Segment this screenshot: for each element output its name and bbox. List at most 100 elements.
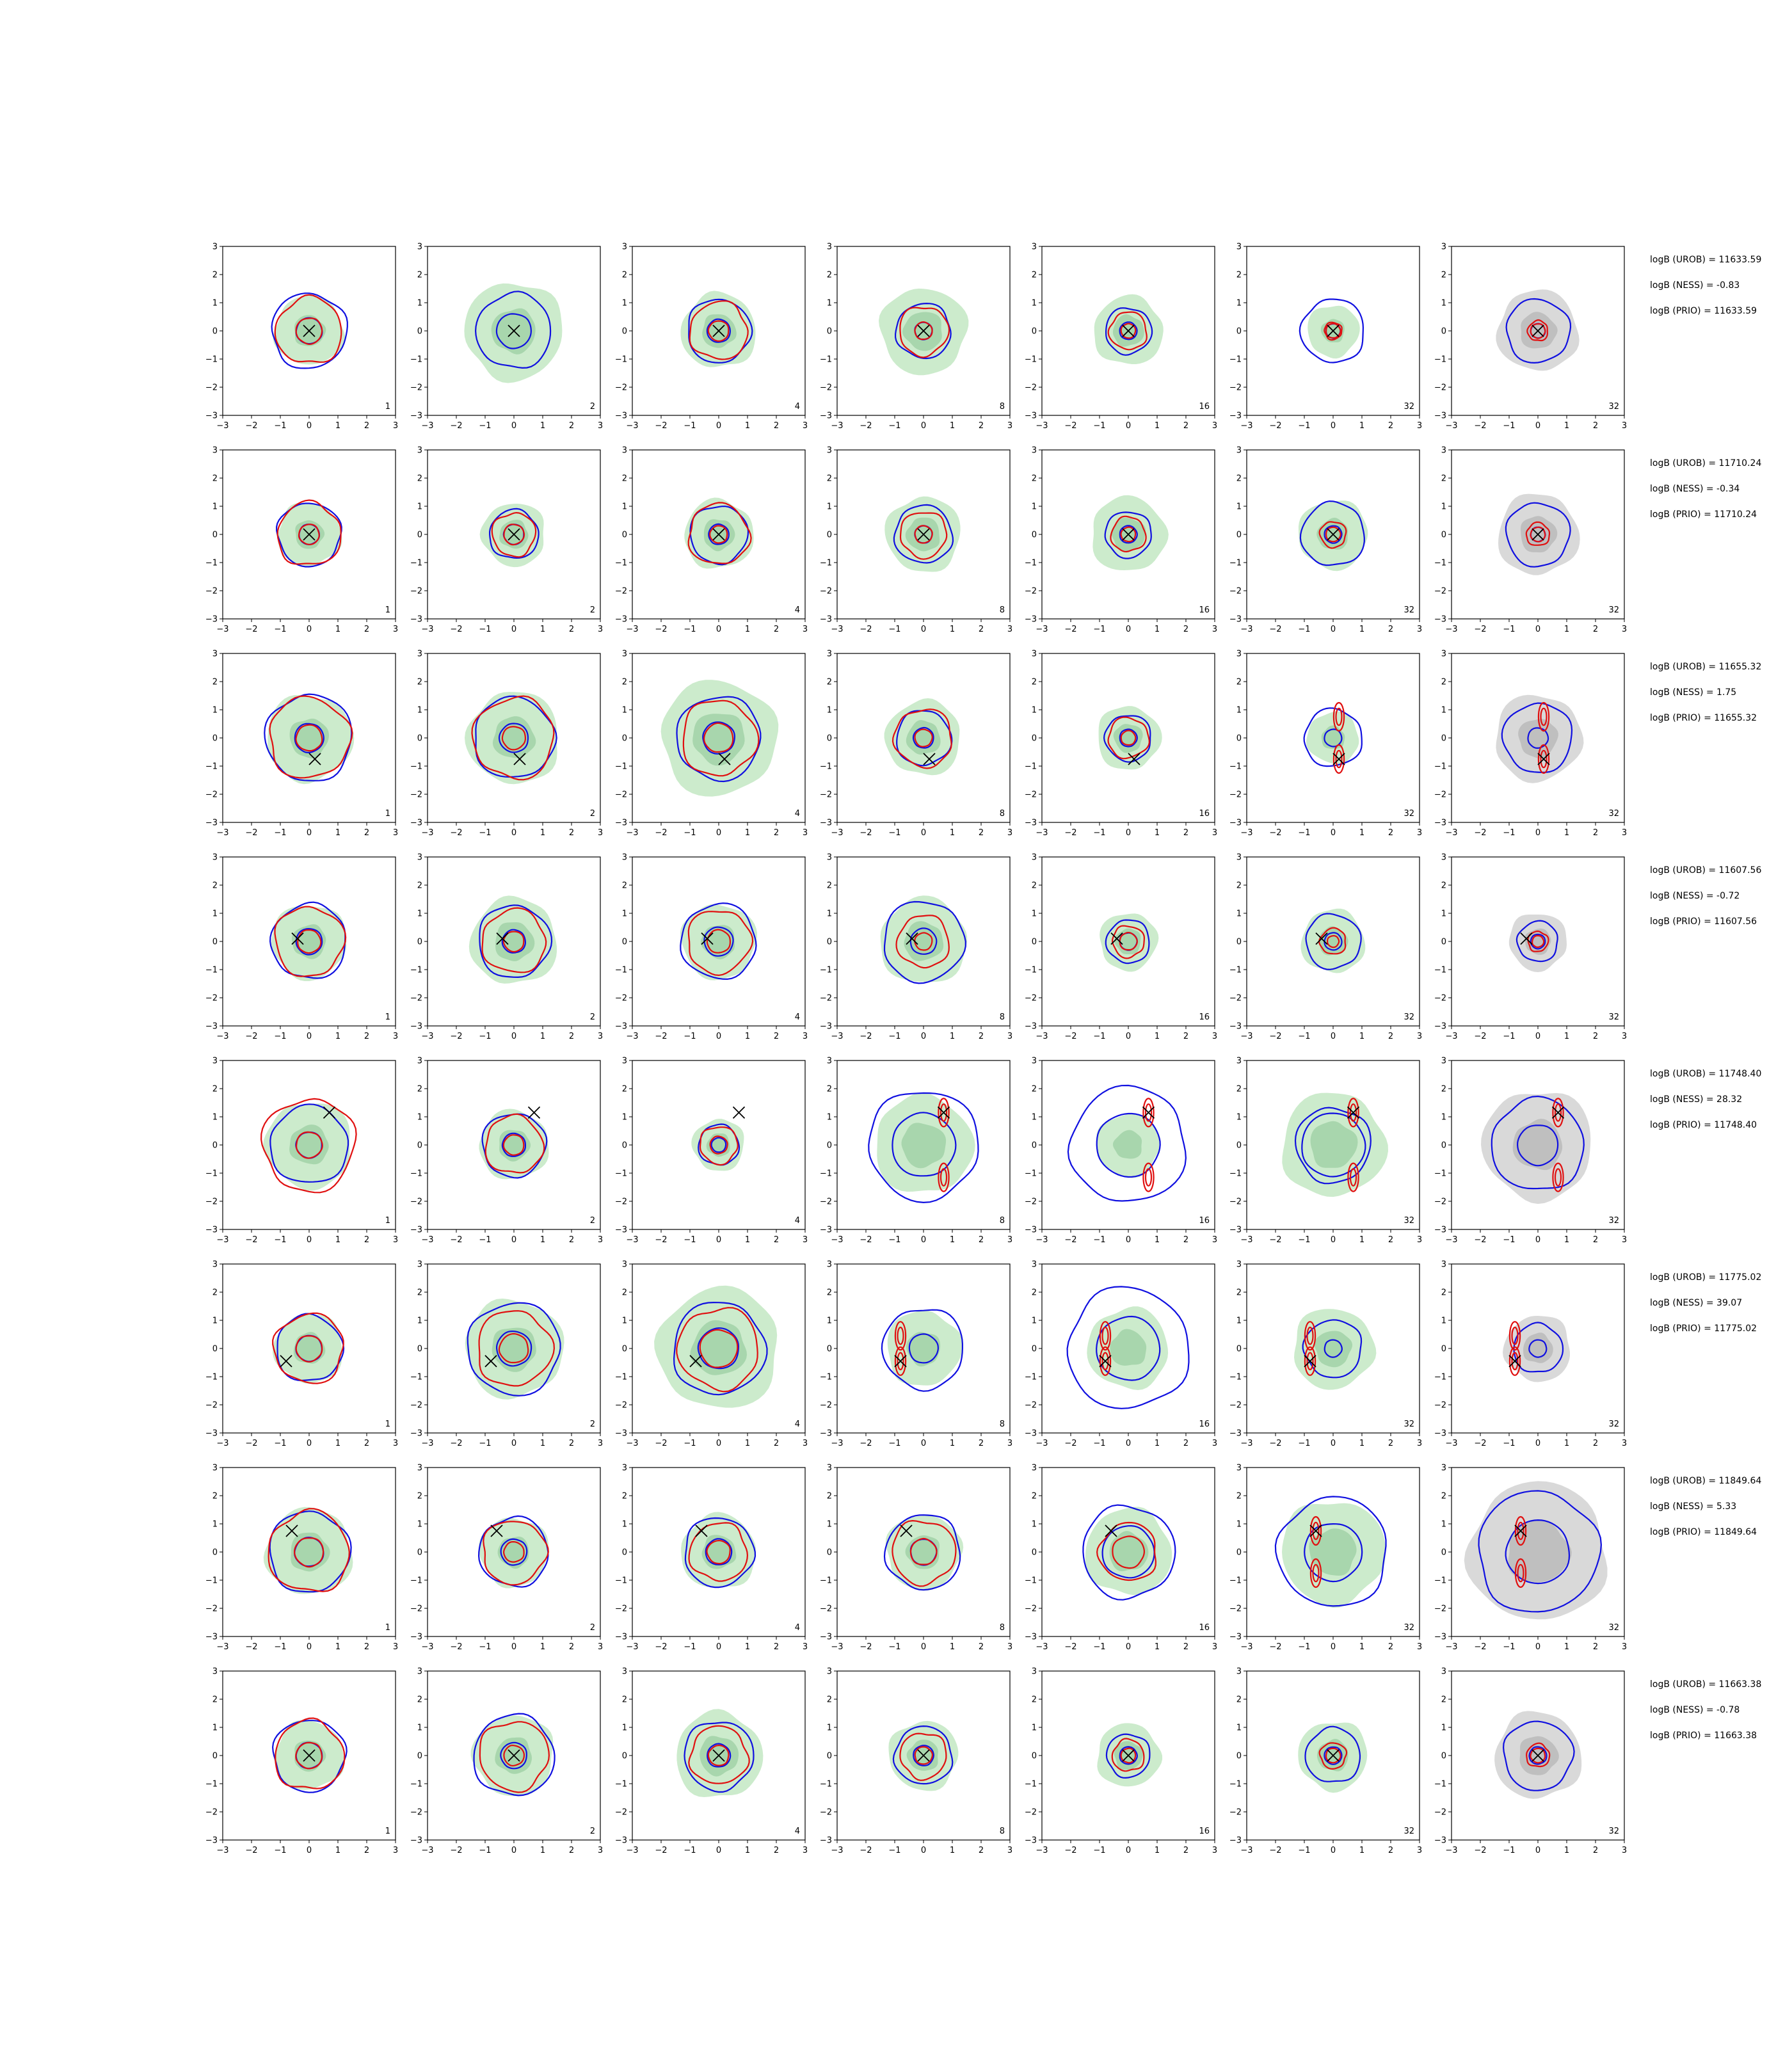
y-tick-label: 2 bbox=[417, 271, 422, 280]
red-ellipse-contour bbox=[1514, 1558, 1527, 1588]
y-tick-label: 1 bbox=[1441, 1520, 1446, 1530]
sample-count-label: 1 bbox=[385, 402, 390, 412]
red-contour bbox=[479, 1721, 550, 1793]
sample-count-label: 8 bbox=[1000, 1012, 1005, 1022]
y-tick-label: −2 bbox=[1434, 1197, 1446, 1207]
red-contour bbox=[1107, 716, 1150, 760]
red-ellipse-contour bbox=[1508, 1346, 1521, 1376]
red-ellipse-contour bbox=[1306, 1352, 1314, 1371]
y-tick-label: 0 bbox=[1441, 734, 1446, 744]
x-tick-label: −1 bbox=[1298, 421, 1310, 431]
x-tick-label: 0 bbox=[511, 1439, 516, 1448]
y-tick-label: −2 bbox=[410, 587, 422, 596]
red-ellipse-contour bbox=[1508, 1321, 1521, 1351]
density-core bbox=[1309, 1528, 1357, 1576]
x-tick-label: −3 bbox=[831, 1642, 843, 1652]
x-tick-label: −2 bbox=[450, 1642, 462, 1652]
blue-contour bbox=[913, 1745, 934, 1766]
red-ellipse-contour bbox=[938, 1098, 950, 1128]
y-tick-label: −1 bbox=[205, 355, 218, 365]
panel-r2-c4: −3−3 −2 −2 −1 −1 0 0 1 1 2 2 3 3 8 bbox=[820, 446, 1012, 635]
red-contour bbox=[706, 1539, 731, 1565]
sample-count-label: 32 bbox=[1404, 809, 1414, 819]
y-tick-label: −1 bbox=[615, 1169, 627, 1179]
sample-count-label: 32 bbox=[1608, 1623, 1619, 1633]
x-tick-label: −3 bbox=[216, 1235, 228, 1245]
y-tick-label: −3 bbox=[1434, 819, 1446, 828]
x-tick-label: 2 bbox=[1593, 1439, 1598, 1448]
red-contour bbox=[914, 525, 933, 544]
x-tick-label: 1 bbox=[1564, 1235, 1569, 1245]
panel-contours bbox=[1508, 915, 1567, 972]
x-tick-label: 1 bbox=[1359, 1846, 1364, 1855]
y-tick-label: −1 bbox=[820, 762, 832, 772]
blue-contour bbox=[684, 1517, 756, 1588]
panel-contours bbox=[479, 1106, 549, 1180]
blue-contour bbox=[295, 928, 323, 956]
red-contour bbox=[1526, 319, 1549, 342]
blue-contour bbox=[1119, 525, 1138, 544]
y-tick-label: 1 bbox=[1032, 299, 1037, 308]
logb-label: logB (PRIO) = 11748.40 bbox=[1650, 1120, 1757, 1130]
x-tick-label: −3 bbox=[1036, 625, 1048, 634]
y-tick-label: 0 bbox=[1441, 1752, 1446, 1761]
y-tick-label: 2 bbox=[1441, 1492, 1446, 1501]
x-tick-label: 2 bbox=[979, 421, 984, 431]
y-tick-label: −3 bbox=[1229, 1022, 1242, 1032]
y-tick-label: −3 bbox=[820, 1022, 832, 1032]
x-tick-label: 0 bbox=[921, 1235, 926, 1245]
y-tick-label: 2 bbox=[1032, 1695, 1037, 1705]
y-tick-label: 0 bbox=[827, 327, 832, 337]
panel-contours bbox=[1294, 1309, 1377, 1390]
x-tick-label: 0 bbox=[1535, 1439, 1540, 1448]
x-tick-label: −3 bbox=[216, 1642, 228, 1652]
sample-count-label: 8 bbox=[1000, 1827, 1005, 1836]
red-ellipse-contour bbox=[1304, 1321, 1316, 1351]
y-tick-label: −1 bbox=[410, 1373, 422, 1382]
panel-contours bbox=[1082, 1504, 1176, 1601]
panel-contours bbox=[691, 1106, 746, 1171]
panel-contours bbox=[1496, 694, 1584, 783]
y-tick-label: 1 bbox=[622, 1113, 627, 1123]
y-tick-label: 0 bbox=[212, 327, 218, 337]
true-value-marker bbox=[1520, 932, 1533, 945]
x-tick-label: 1 bbox=[745, 1846, 750, 1855]
sample-count-label: 32 bbox=[1608, 1420, 1619, 1429]
panel-contours bbox=[680, 902, 757, 980]
x-tick-label: 1 bbox=[335, 1235, 340, 1245]
y-tick-label: 2 bbox=[1032, 1492, 1037, 1501]
red-contour bbox=[295, 1741, 323, 1770]
x-tick-label: 3 bbox=[1622, 1032, 1627, 1041]
y-tick-label: 3 bbox=[1236, 1667, 1242, 1677]
sample-count-label: 2 bbox=[590, 1420, 595, 1429]
sample-count-label: 2 bbox=[590, 1012, 595, 1022]
x-tick-label: 0 bbox=[1535, 1235, 1540, 1245]
y-tick-label: 2 bbox=[1236, 1492, 1242, 1501]
x-tick-label: 1 bbox=[540, 1235, 545, 1245]
x-tick-label: 3 bbox=[393, 1846, 398, 1855]
x-tick-label: 1 bbox=[950, 1235, 955, 1245]
red-ellipse-contour bbox=[894, 1321, 907, 1351]
red-contour bbox=[1324, 321, 1343, 341]
x-tick-label: 1 bbox=[745, 828, 750, 838]
x-tick-label: 2 bbox=[1183, 1642, 1188, 1652]
blue-contour bbox=[1096, 1315, 1161, 1381]
y-tick-label: −3 bbox=[205, 1429, 218, 1439]
x-tick-label: 3 bbox=[1417, 1846, 1422, 1855]
sample-count-label: 8 bbox=[1000, 1216, 1005, 1226]
panel-contours bbox=[654, 1285, 778, 1408]
y-tick-label: −2 bbox=[1025, 1604, 1037, 1614]
blue-contour bbox=[477, 1515, 549, 1588]
x-tick-label: −2 bbox=[655, 1235, 667, 1245]
x-tick-label: 2 bbox=[1388, 421, 1393, 431]
x-tick-label: 0 bbox=[1535, 625, 1540, 634]
panel-contours bbox=[269, 901, 347, 981]
panel-contours bbox=[271, 292, 348, 369]
panel-contours bbox=[271, 1717, 348, 1793]
y-tick-label: 2 bbox=[827, 271, 832, 280]
y-tick-label: −1 bbox=[410, 762, 422, 772]
